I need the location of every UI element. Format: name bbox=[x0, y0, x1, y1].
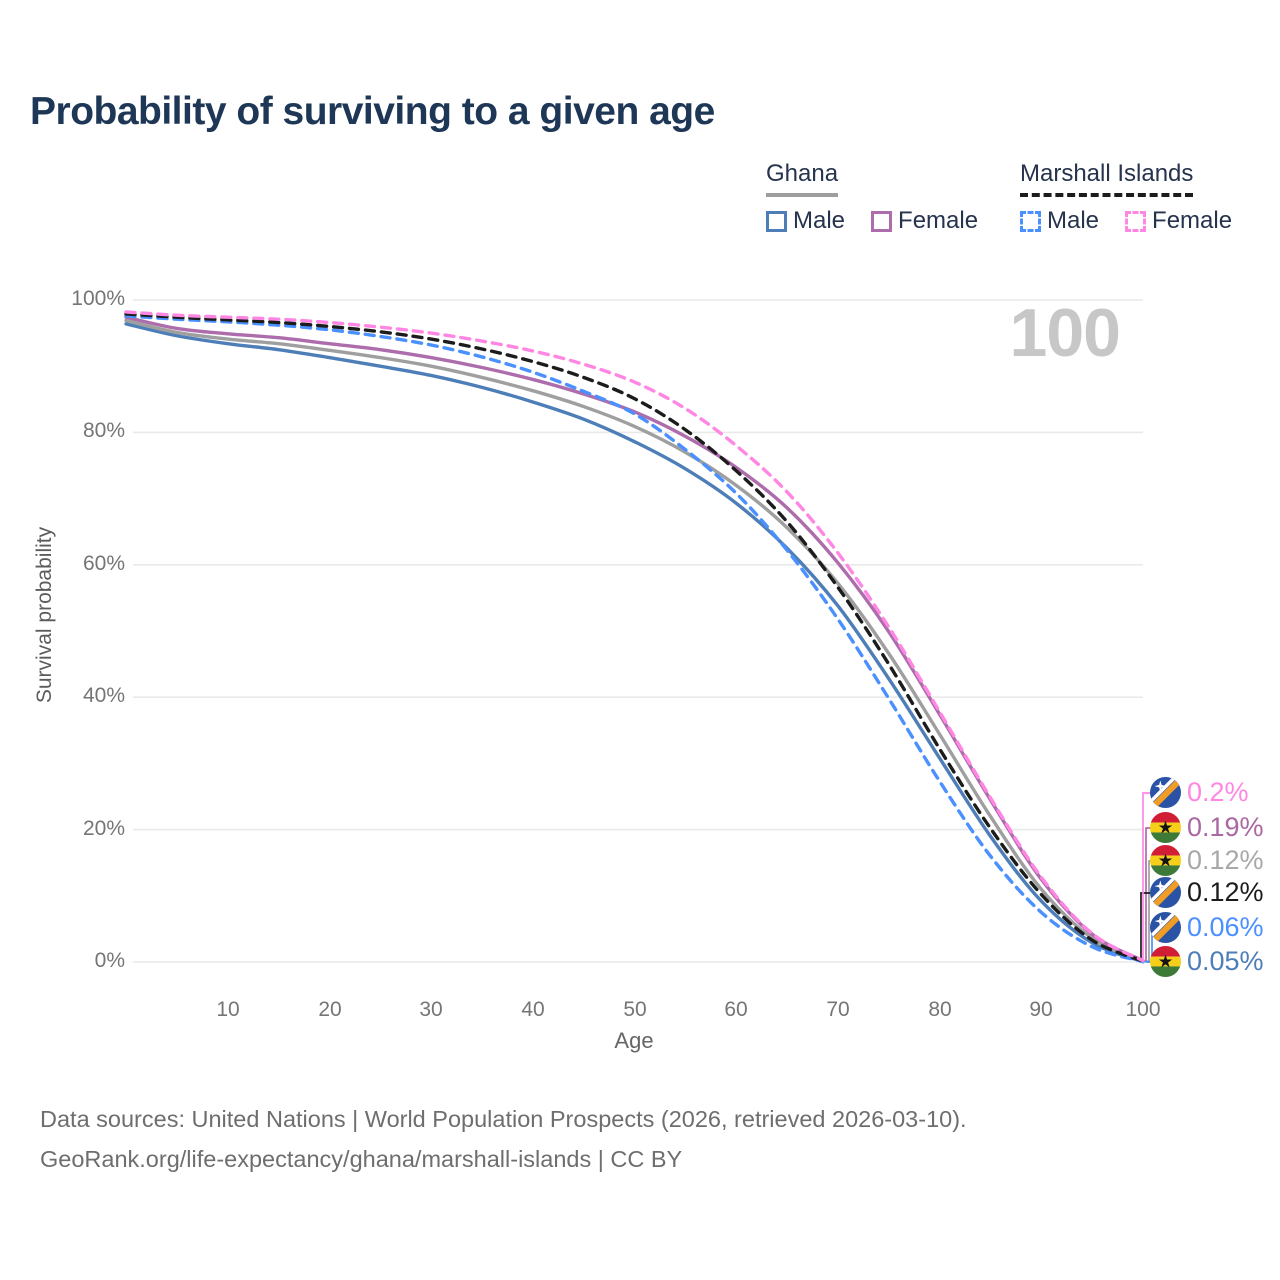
x-tick-80: 80 bbox=[928, 998, 952, 1021]
legend-item-marshall-female[interactable]: Female bbox=[1125, 207, 1232, 235]
marshall-male-swatch-icon bbox=[1020, 210, 1041, 232]
end-label-ghana-male: 0.05% bbox=[1150, 946, 1264, 977]
page-title: Probability of surviving to a given age bbox=[30, 90, 715, 133]
end-label-marshall-average: 0.12% bbox=[1150, 877, 1264, 908]
x-tick-50: 50 bbox=[623, 998, 647, 1021]
y-tick-80: 80% bbox=[82, 419, 125, 442]
gridlines bbox=[133, 299, 1143, 963]
marshall-female-swatch-icon bbox=[1125, 210, 1147, 232]
legend-label: Female bbox=[898, 207, 979, 234]
end-value: 0.12% bbox=[1187, 845, 1264, 875]
end-label-marshall-female: 0.2% bbox=[1150, 777, 1249, 808]
age-counter-watermark: 100 bbox=[1009, 295, 1121, 371]
series-line-mi_avg bbox=[124, 312, 1145, 963]
end-value: 0.06% bbox=[1187, 912, 1264, 942]
series-line-mi_female bbox=[124, 310, 1145, 963]
legend-group-ghana: Ghana Male Female bbox=[766, 160, 978, 235]
end-value: 0.05% bbox=[1187, 946, 1264, 976]
series-line-gh_avg bbox=[124, 318, 1145, 963]
x-tick-30: 30 bbox=[419, 998, 443, 1021]
marshall-islands-flag-icon bbox=[1150, 912, 1181, 943]
legend-label: Male bbox=[1047, 207, 1100, 234]
legend-item-ghana-female[interactable]: Female bbox=[871, 207, 978, 235]
leader-line-mi_female bbox=[1142, 792, 1152, 961]
ghana-flag-icon bbox=[1150, 946, 1181, 977]
series-lines bbox=[124, 310, 1145, 964]
legend-group-marshall-islands: Marshall Islands Male Female bbox=[1020, 160, 1232, 235]
legend-label: Female bbox=[1152, 207, 1233, 234]
x-tick-70: 70 bbox=[826, 998, 850, 1021]
end-value: 0.2% bbox=[1187, 777, 1249, 807]
y-tick-100: 100% bbox=[71, 287, 125, 310]
legend-ghana-name: Ghana bbox=[766, 160, 839, 197]
x-tick-90: 90 bbox=[1029, 998, 1053, 1021]
ghana-flag-icon bbox=[1150, 845, 1181, 876]
series-line-mi_male bbox=[124, 314, 1145, 964]
ghana-flag-icon bbox=[1150, 812, 1181, 843]
x-tick-40: 40 bbox=[521, 998, 545, 1021]
ghana-female-swatch-icon bbox=[871, 210, 893, 232]
legend-label: Male bbox=[793, 207, 846, 234]
y-tick-20: 20% bbox=[82, 817, 125, 840]
x-tick-60: 60 bbox=[724, 998, 748, 1021]
data-sources-text: Data sources: United Nations | World Pop… bbox=[40, 1106, 967, 1132]
series-line-gh_male bbox=[124, 322, 1145, 964]
end-label-ghana-average: 0.12% bbox=[1150, 845, 1264, 876]
x-tick-20: 20 bbox=[318, 998, 342, 1021]
x-axis-title: Age bbox=[614, 1028, 654, 1053]
y-tick-40: 40% bbox=[82, 684, 125, 707]
end-label-marshall-male: 0.06% bbox=[1150, 912, 1264, 943]
marshall-islands-flag-icon bbox=[1150, 877, 1181, 908]
marshall-islands-flag-icon bbox=[1150, 777, 1181, 808]
y-tick-0: 0% bbox=[94, 949, 125, 972]
legend-marshall-islands-name: Marshall Islands bbox=[1020, 160, 1194, 197]
ghana-male-swatch-icon bbox=[766, 210, 787, 232]
end-value: 0.12% bbox=[1187, 877, 1264, 907]
x-tick-100: 100 bbox=[1125, 998, 1161, 1021]
source-url-text[interactable]: GeoRank.org/life-expectancy/ghana/marsha… bbox=[40, 1146, 683, 1172]
end-label-ghana-female: 0.19% bbox=[1150, 812, 1264, 843]
end-value: 0.19% bbox=[1187, 812, 1264, 842]
legend-item-marshall-male[interactable]: Male bbox=[1020, 207, 1099, 235]
y-tick-60: 60% bbox=[82, 552, 125, 575]
x-tick-10: 10 bbox=[216, 998, 240, 1021]
legend-item-ghana-male[interactable]: Male bbox=[766, 207, 845, 235]
